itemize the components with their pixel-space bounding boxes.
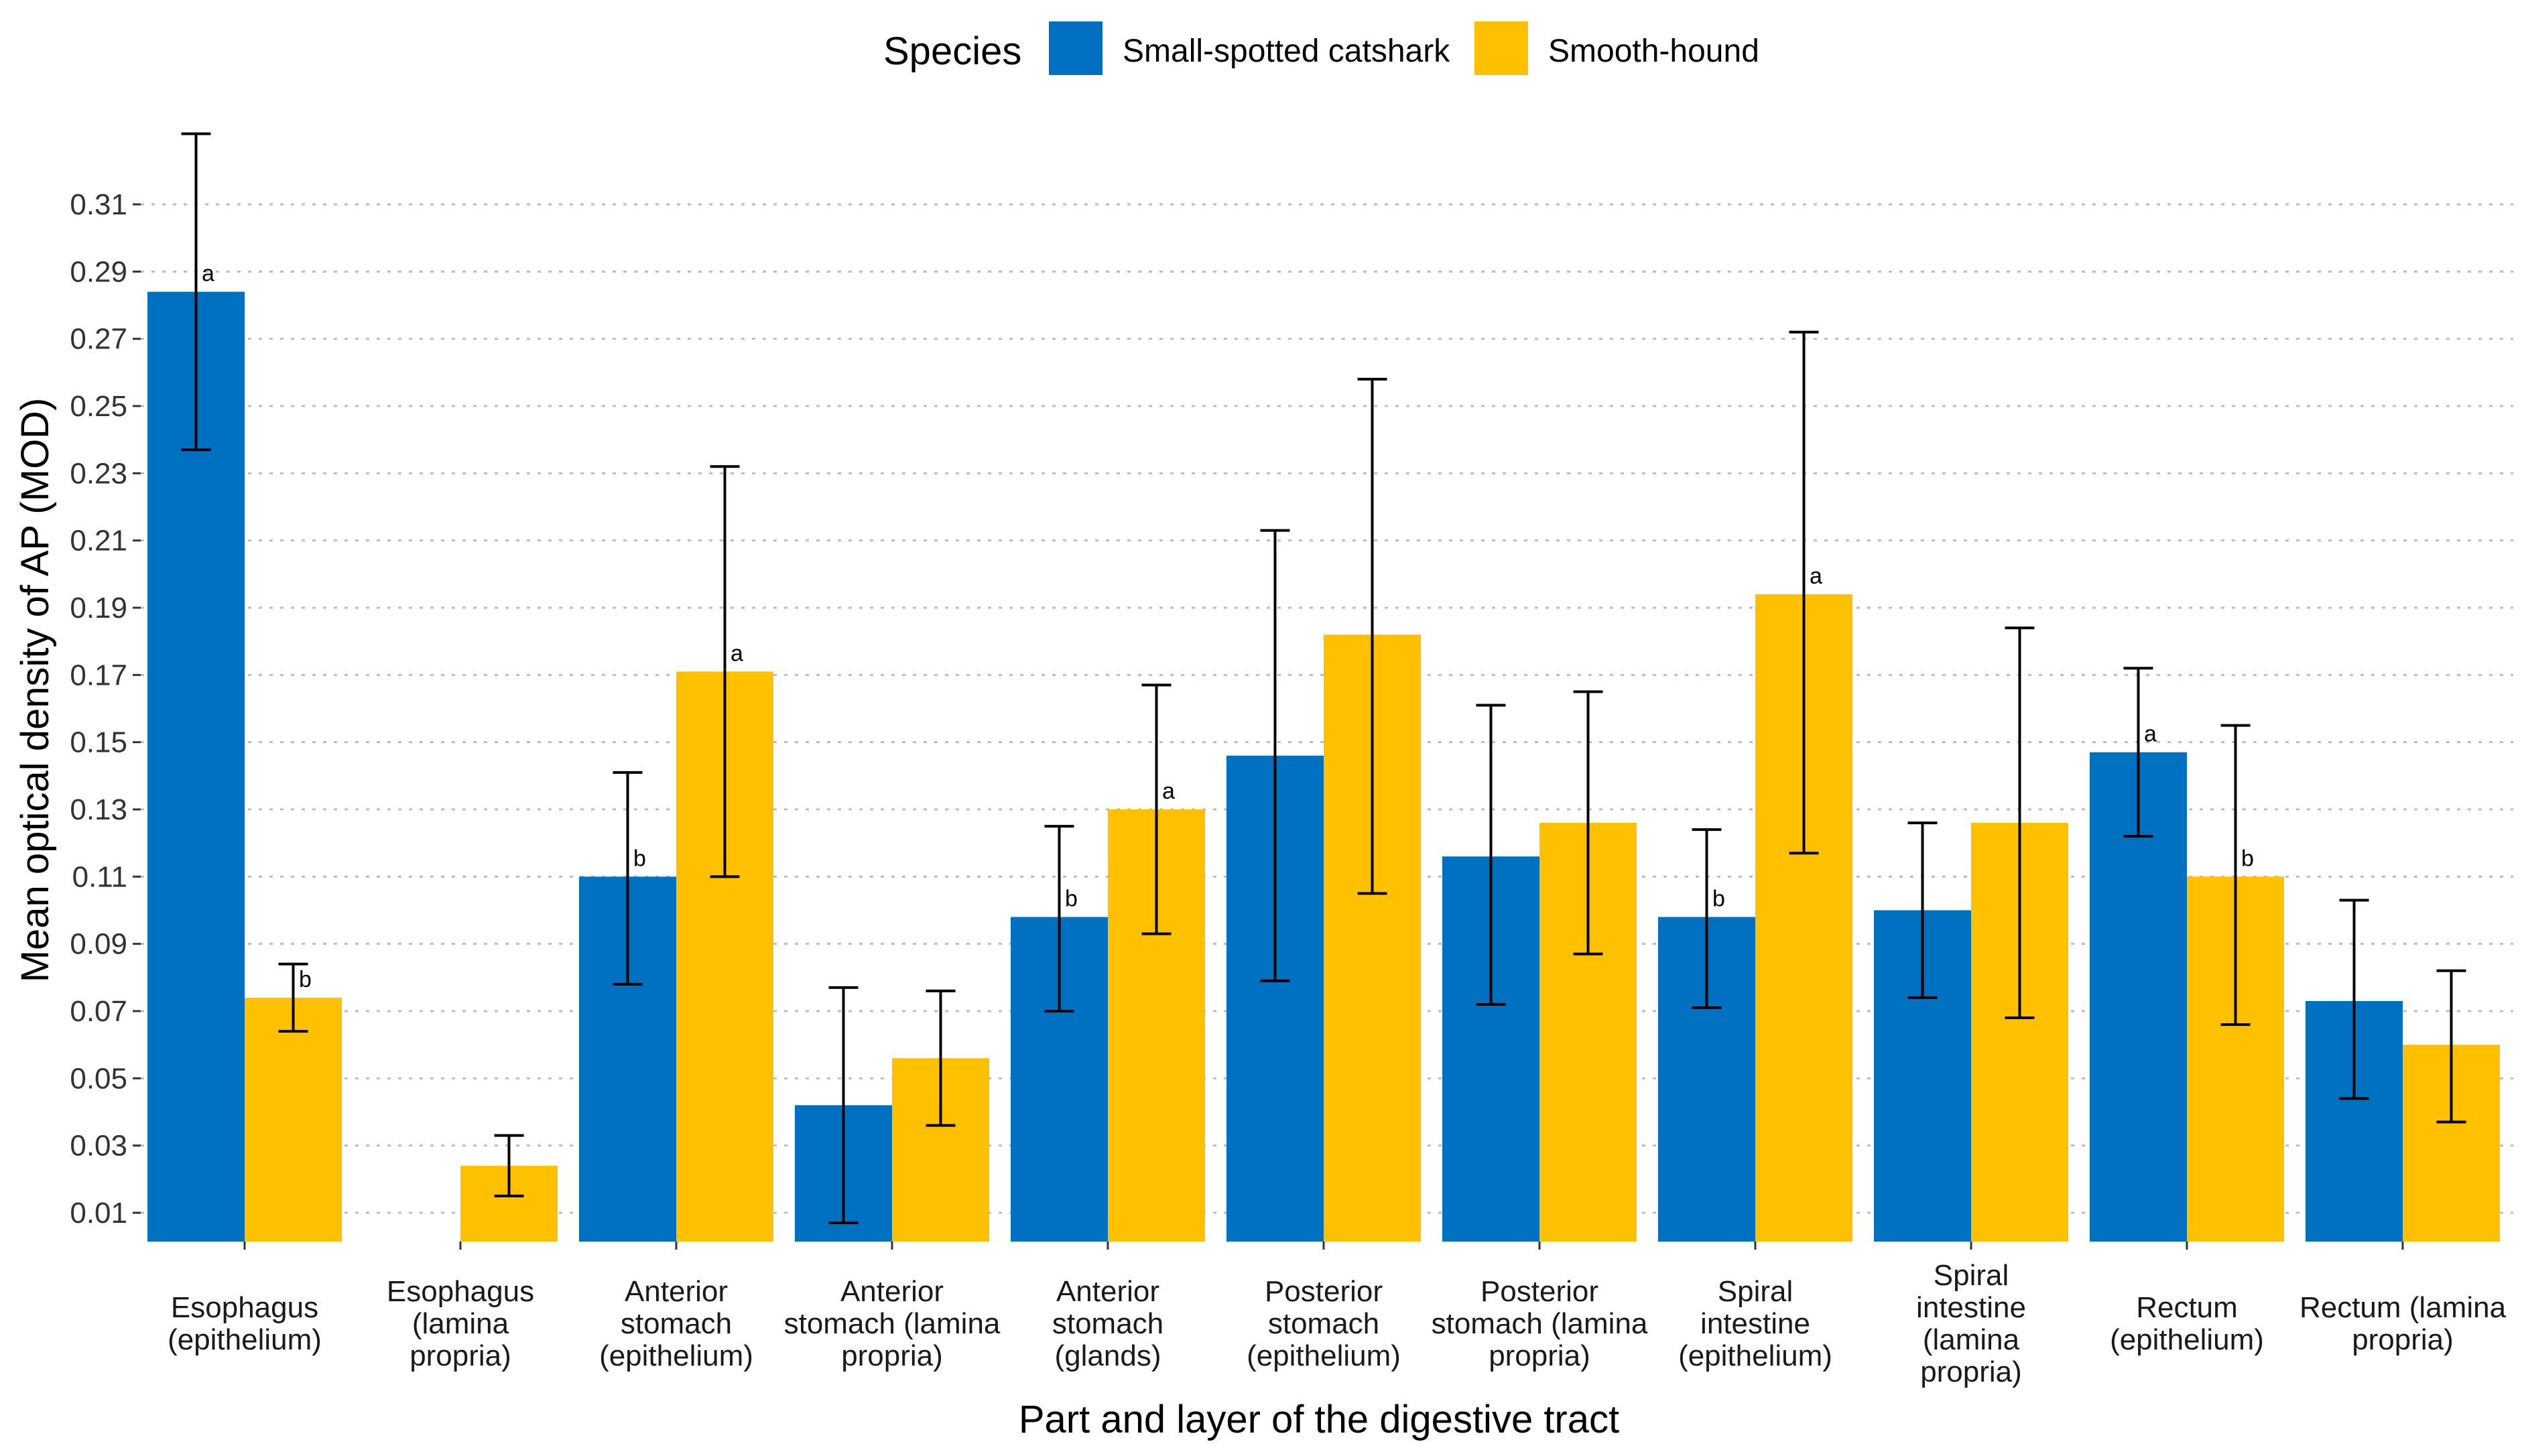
x-tick-label: Spiral intestine (epithelium) bbox=[1678, 1275, 1832, 1372]
x-tick-label-line: Anterior bbox=[840, 1275, 944, 1308]
significance-letter: b bbox=[299, 967, 312, 992]
x-tick-label-line: Spiral bbox=[1718, 1275, 1793, 1308]
significance-letter: a bbox=[202, 261, 214, 286]
y-tick-label: 0.29 bbox=[70, 255, 127, 288]
x-tick-label-line: (epithelium) bbox=[599, 1339, 753, 1372]
bars bbox=[147, 291, 2500, 1242]
x-tick-label-line: Anterior bbox=[1056, 1275, 1159, 1308]
legend-swatch-catshark bbox=[1049, 21, 1102, 75]
significance-letters: a b b a b a b a a b bbox=[202, 261, 2254, 992]
x-tick-label: Anterior stomach (lamina propria) bbox=[784, 1275, 1001, 1372]
x-tick-label-line: stomach (lamina bbox=[1432, 1307, 1648, 1340]
y-tick-label: 0.21 bbox=[70, 525, 127, 557]
x-tick-label-line: (glands) bbox=[1055, 1339, 1161, 1372]
significance-letter: b bbox=[1712, 886, 1725, 912]
x-tick-label: Esophagus (epithelium) bbox=[168, 1291, 322, 1356]
x-tick-label-line: (epithelium) bbox=[168, 1323, 322, 1356]
x-tick-label-line: (lamina bbox=[1923, 1323, 2020, 1356]
x-tick-label-line: stomach bbox=[1268, 1307, 1379, 1340]
legend: Species Small-spotted catshark Smooth-ho… bbox=[883, 21, 1759, 75]
y-axis: 0.01 0.03 0.05 0.07 0.09 0.11 0.13 0.15 0.17 0.19… bbox=[70, 188, 141, 1230]
y-tick-label: 0.17 bbox=[70, 659, 127, 691]
significance-letter: b bbox=[1065, 886, 1078, 912]
significance-letter: a bbox=[1162, 779, 1175, 804]
error-bars bbox=[181, 132, 2466, 1225]
x-tick-label-line: (lamina bbox=[412, 1307, 509, 1340]
x-tick-label: Posterior stomach (lamina propria) bbox=[1432, 1275, 1648, 1372]
y-tick-label: 0.11 bbox=[72, 860, 127, 893]
significance-letter: a bbox=[1810, 564, 1822, 589]
significance-letter: a bbox=[731, 641, 743, 666]
significance-letter: a bbox=[2144, 722, 2157, 747]
y-tick-label: 0.25 bbox=[70, 390, 127, 423]
y-tick-label: 0.03 bbox=[70, 1130, 127, 1163]
x-tick-label-line: propria) bbox=[841, 1339, 943, 1372]
y-axis-title: Mean optical density of AP (MOD) bbox=[13, 398, 57, 983]
x-tick-label-line: Rectum bbox=[2136, 1291, 2238, 1324]
y-tick-label: 0.23 bbox=[70, 457, 127, 490]
x-axis-title: Part and layer of the digestive tract bbox=[1019, 1398, 1619, 1441]
x-tick-label: Rectum (epithelium) bbox=[2110, 1291, 2264, 1356]
x-tick-label-line: Anterior bbox=[625, 1275, 728, 1308]
x-tick-label-line: propria) bbox=[1920, 1355, 2022, 1388]
x-tick-label-line: propria) bbox=[2352, 1323, 2454, 1356]
y-tick-label: 0.15 bbox=[70, 726, 127, 759]
x-tick-label-line: Esophagus bbox=[387, 1275, 534, 1308]
y-tick-label: 0.09 bbox=[70, 928, 127, 961]
x-tick-label: Esophagus (lamina propria) bbox=[387, 1275, 534, 1372]
x-tick-label-line: stomach bbox=[621, 1307, 732, 1340]
x-tick-label-line: propria) bbox=[409, 1339, 511, 1372]
x-tick-label: Posterior stomach (epithelium) bbox=[1247, 1275, 1401, 1372]
y-tick-label: 0.05 bbox=[70, 1062, 127, 1095]
x-axis: Esophagus (epithelium)Esophagus (lamina pro… bbox=[168, 1242, 2507, 1388]
x-tick-label-line: Esophagus bbox=[171, 1291, 318, 1324]
y-tick-label: 0.31 bbox=[70, 188, 127, 221]
y-tick-label: 0.01 bbox=[70, 1197, 127, 1230]
x-tick-label-line: intestine bbox=[1916, 1291, 2026, 1324]
legend-label-catshark: Small-spotted catshark bbox=[1123, 34, 1450, 69]
legend-title: Species bbox=[883, 29, 1021, 73]
x-tick-label-line: (epithelium) bbox=[1678, 1339, 1832, 1372]
x-tick-label-line: stomach (lamina bbox=[784, 1307, 1001, 1340]
legend-swatch-smooth-hound bbox=[1474, 21, 1528, 75]
x-tick-label-line: stomach bbox=[1052, 1307, 1163, 1340]
significance-letter: b bbox=[633, 846, 646, 871]
x-tick-label: Spiral intestine (lamina propria) bbox=[1916, 1259, 2026, 1388]
y-tick-label: 0.19 bbox=[70, 592, 127, 624]
x-tick-label-line: Rectum (lamina bbox=[2299, 1291, 2507, 1324]
x-tick-label-line: (epithelium) bbox=[2110, 1323, 2264, 1356]
y-tick-label: 0.07 bbox=[70, 995, 127, 1028]
x-tick-label-line: intestine bbox=[1700, 1307, 1810, 1340]
bar-smooth-hound bbox=[245, 997, 342, 1242]
legend-label-smooth-hound: Smooth-hound bbox=[1548, 34, 1759, 69]
significance-letter: b bbox=[2241, 846, 2254, 871]
x-tick-label-line: propria) bbox=[1489, 1339, 1590, 1372]
x-tick-label: Rectum (lamina propria) bbox=[2299, 1291, 2507, 1356]
y-tick-label: 0.27 bbox=[70, 323, 127, 356]
x-tick-label-line: (epithelium) bbox=[1247, 1339, 1401, 1372]
x-tick-label-line: Posterior bbox=[1480, 1275, 1598, 1308]
x-tick-label: Anterior stomach (epithelium) bbox=[599, 1275, 753, 1372]
x-tick-label: Anterior stomach (glands) bbox=[1052, 1275, 1163, 1372]
x-tick-label-line: Posterior bbox=[1265, 1275, 1383, 1308]
y-tick-label: 0.13 bbox=[70, 793, 127, 826]
x-tick-label-line: Spiral bbox=[1934, 1259, 2009, 1292]
